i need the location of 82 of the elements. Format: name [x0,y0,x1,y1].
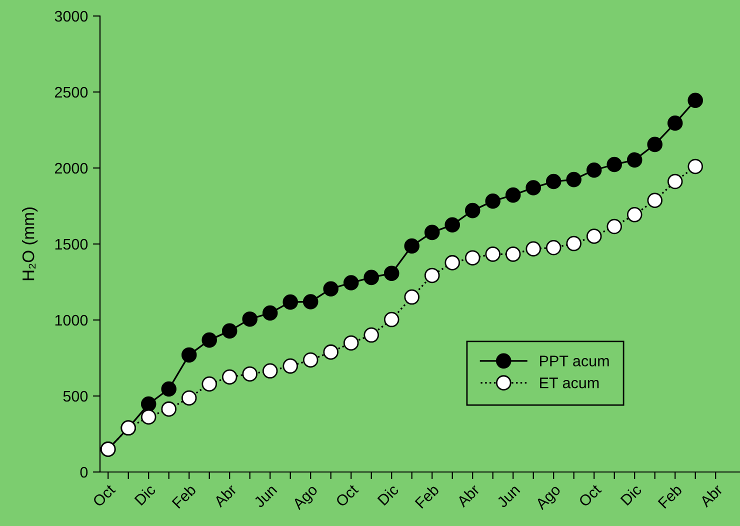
point [485,246,500,262]
legend-label: ET acum [540,378,599,388]
point [606,156,622,172]
point [526,241,541,257]
x-tick-label: Abr [456,483,480,508]
point [444,217,460,232]
x-tick-label: Abr [698,483,724,508]
x-tick-label: Oct [578,483,602,508]
y-tick-label: 2500 [54,86,88,98]
x-tick-label: Abr [212,483,238,508]
point [140,409,156,425]
point [464,202,480,218]
point [282,294,298,310]
point [505,246,521,262]
y-tick-label: 1500 [55,238,88,250]
point [262,363,278,379]
point [222,369,238,385]
point [647,192,662,208]
x-tick-label: Oct [92,483,116,508]
point [586,162,602,178]
point [323,281,338,296]
x-tick-label: Jun [496,484,520,508]
point [464,250,480,266]
y-axis-title: H₂O (mm) [22,208,38,280]
point [626,152,642,168]
point [302,352,318,368]
x-tick-label: Feb [171,484,197,509]
point [364,270,379,286]
point [364,327,379,343]
point [343,275,359,290]
point [202,376,217,392]
x-tick-label: Feb [657,484,683,509]
point [444,255,460,270]
point [626,207,642,222]
point [181,390,197,406]
point [161,401,176,417]
point [222,323,238,339]
point [647,136,662,152]
x-tick-label: Dic [134,483,156,506]
legend-label: PPT acum [540,356,609,366]
point [566,236,582,252]
point [140,396,156,412]
y-tick-label: 2000 [54,162,88,174]
point [505,187,521,203]
point [161,381,176,397]
point [667,174,683,190]
point [586,228,602,244]
point [485,193,500,209]
x-tick-label: Dic [620,483,642,506]
point [262,305,278,321]
point [202,332,217,348]
point [667,116,683,131]
point [606,218,622,234]
x-tick-label: Ago [534,484,564,512]
point [384,266,400,281]
x-tick-label: Oct [335,483,359,508]
y-tick-label: 0 [80,466,88,478]
point [404,289,420,305]
x-tick-label: Jun [253,484,278,508]
point [242,311,258,327]
point [323,344,338,360]
point [242,366,258,382]
point [181,347,197,363]
y-tick-label: 500 [63,390,88,402]
x-tick-label: Ago [292,484,320,512]
y-tick-label: 1000 [55,314,88,326]
point [404,238,420,254]
point [282,358,298,374]
point [302,294,318,310]
x-tick-label: Feb [414,484,440,509]
point [688,92,703,108]
x-tick-label: Dic [376,483,400,506]
point [343,335,359,351]
point [546,174,562,190]
point [424,268,440,284]
point [688,158,703,174]
point [424,224,440,240]
point [566,172,582,188]
point [526,180,541,196]
point [384,312,400,328]
y-tick-label: 3000 [54,10,88,22]
point [546,240,562,256]
